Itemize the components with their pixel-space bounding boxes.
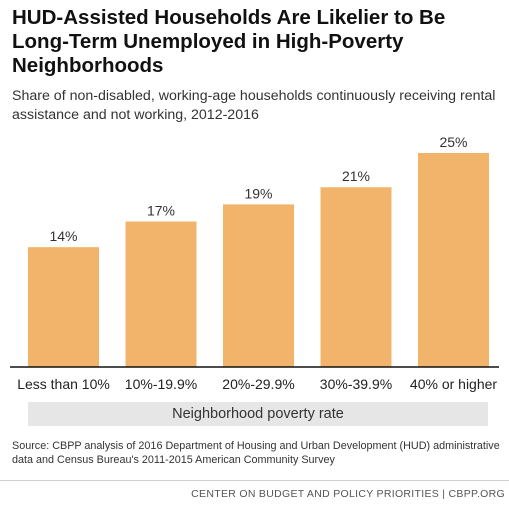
- source-note: Source: CBPP analysis of 2016 Department…: [12, 440, 500, 466]
- chart-title: HUD-Assisted Households Are Likelier to …: [12, 6, 446, 77]
- data-label-0: 14%: [49, 228, 77, 244]
- data-label-2: 19%: [244, 185, 272, 201]
- x-axis-label: Neighborhood poverty rate: [172, 406, 344, 422]
- x-tick-label-3: 30%-39.9%: [320, 376, 392, 392]
- bar-chart: 14% Less than 10% 17% 10%-19.9% 19% 20%-29.9%…: [10, 134, 499, 392]
- bar-0: [28, 247, 99, 367]
- x-tick-label-4: 40% or higher: [410, 376, 498, 392]
- data-label-1: 17%: [147, 202, 175, 218]
- x-axis-label-band: [28, 402, 488, 426]
- x-tick-label-0: Less than 10%: [17, 376, 110, 392]
- footer-divider: [0, 480, 509, 481]
- bar-4: [418, 153, 489, 367]
- footer-credit: CENTER ON BUDGET AND POLICY PRIORITIES |…: [191, 488, 505, 500]
- data-label-4: 25%: [439, 134, 467, 150]
- bar-2: [223, 204, 294, 367]
- bar-1: [125, 221, 197, 367]
- data-label-3: 21%: [342, 168, 370, 184]
- x-tick-label-1: 10%-19.9%: [125, 376, 197, 392]
- bar-3: [320, 187, 392, 367]
- bars-layer: 14% Less than 10% 17% 10%-19.9% 19% 20%-29.9%…: [17, 134, 497, 392]
- chart-subtitle: Share of non-disabled, working-age house…: [12, 88, 496, 123]
- x-tick-label-2: 20%-29.9%: [222, 376, 294, 392]
